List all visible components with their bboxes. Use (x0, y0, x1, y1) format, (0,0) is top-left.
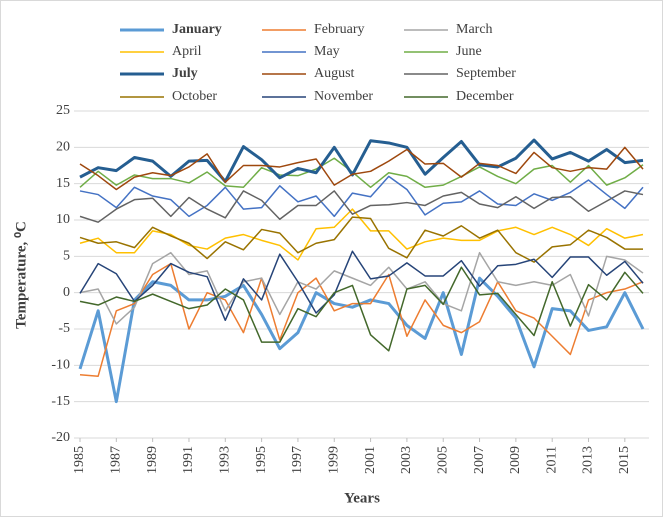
x-tick-label: 2013 (581, 446, 596, 474)
x-tick-label: 1997 (290, 446, 305, 474)
x-tick-label: 1999 (326, 446, 341, 474)
x-tick-label: 2007 (472, 446, 487, 474)
y-tick-label: 20 (56, 140, 70, 155)
x-tick-label: 1985 (72, 446, 87, 474)
y-tick-label: -15 (51, 394, 70, 409)
series-line (79, 266, 644, 352)
y-tick-label: -5 (58, 321, 70, 336)
legend-label: June (456, 44, 482, 59)
legend-label: March (456, 22, 493, 37)
legend-label: September (456, 66, 516, 81)
legend-label: December (456, 89, 514, 104)
y-tick-label: -20 (51, 430, 70, 445)
legend-label: October (172, 89, 217, 104)
x-tick-label: 1991 (181, 446, 196, 474)
legend-label: January (172, 22, 222, 37)
series-line (79, 146, 644, 191)
x-tick-label: 2011 (544, 446, 559, 473)
legend-label: February (314, 22, 365, 37)
x-tick-label: 2009 (508, 446, 523, 474)
y-axis-title: Temperature, ⁰C (13, 221, 29, 329)
legend-label: May (314, 44, 340, 59)
x-tick-label: 2003 (399, 446, 414, 474)
legend-label: November (314, 89, 373, 104)
y-tick-label: 25 (56, 103, 70, 118)
legend-label: April (172, 44, 202, 59)
x-tick-label: 2015 (617, 446, 632, 474)
y-tick-label: 0 (63, 285, 70, 300)
series-line (79, 262, 644, 377)
y-tick-label: 10 (56, 212, 70, 227)
x-axis-title: Years (344, 490, 380, 506)
x-tick-label: 2005 (435, 446, 450, 474)
y-tick-label: -10 (51, 358, 70, 373)
legend-label: August (314, 66, 355, 81)
series-line (79, 251, 644, 325)
series-line (79, 250, 644, 322)
legend-label: July (172, 66, 198, 81)
x-tick-label: 1995 (254, 446, 269, 474)
x-tick-label: 1989 (145, 446, 160, 474)
series-line (79, 216, 643, 263)
y-tick-label: 5 (63, 249, 70, 264)
x-tick-label: 2001 (363, 446, 378, 474)
x-tick-label: 1993 (218, 446, 233, 474)
series-line (79, 208, 644, 261)
x-tick-label: 1987 (109, 446, 124, 474)
y-tick-label: 15 (56, 176, 70, 191)
series-line (79, 190, 644, 223)
